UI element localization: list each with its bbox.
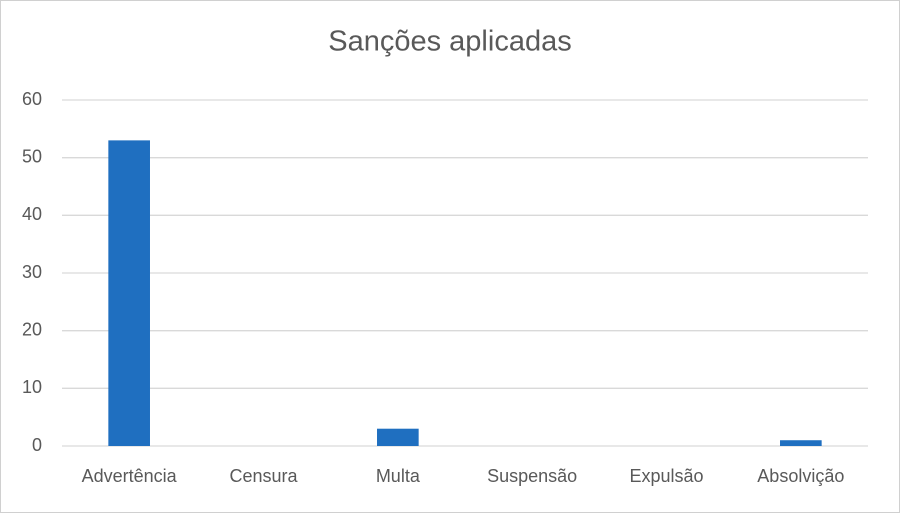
y-tick-label: 40 (22, 204, 42, 224)
bar (780, 440, 822, 446)
x-tick-label: Expulsão (629, 466, 703, 486)
x-tick-label: Absolvição (757, 466, 844, 486)
x-tick-label: Suspensão (487, 466, 577, 486)
x-tick-label: Censura (229, 466, 298, 486)
chart-title: Sanções aplicadas (328, 26, 571, 58)
y-tick-label: 60 (22, 89, 42, 109)
y-tick-label: 0 (32, 435, 42, 455)
y-tick-label: 20 (22, 319, 42, 339)
x-tick-label: Advertência (82, 466, 178, 486)
x-tick-label: Multa (376, 466, 421, 486)
bar (108, 140, 150, 446)
y-tick-label: 50 (22, 146, 42, 166)
bar (377, 428, 419, 446)
y-tick-label: 10 (22, 377, 42, 397)
y-tick-label: 30 (22, 262, 42, 282)
